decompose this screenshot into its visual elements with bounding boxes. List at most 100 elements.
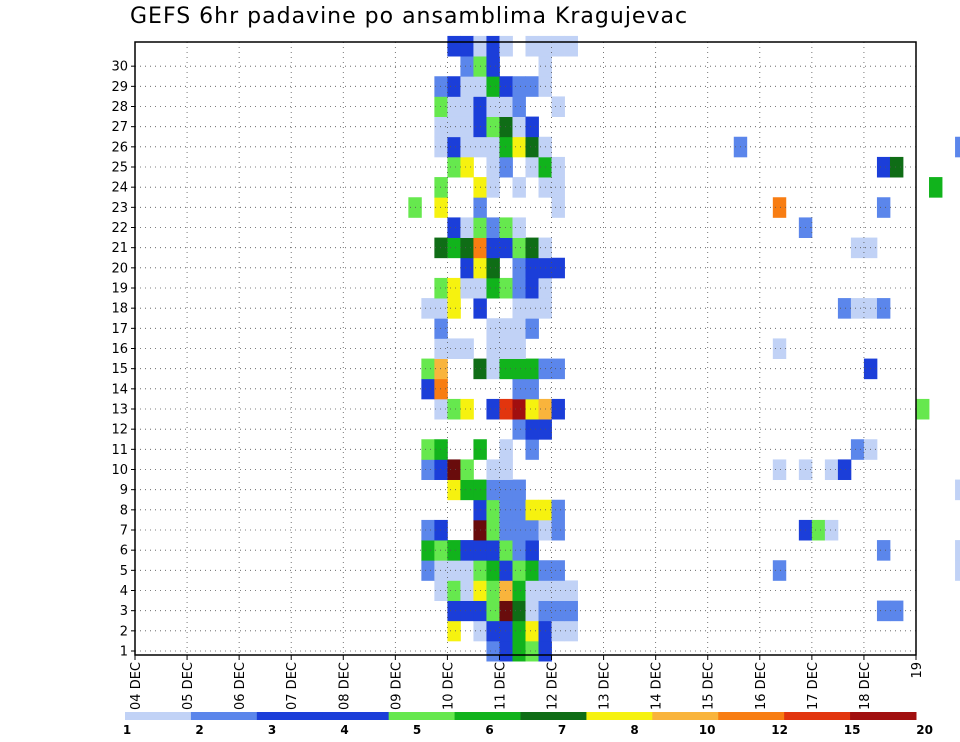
heatmap-cell <box>486 398 500 420</box>
heatmap-cell <box>512 479 526 501</box>
heatmap-cell <box>460 580 474 601</box>
legend-label: 15 <box>844 723 861 737</box>
x-tick-label: 17 DEC <box>806 662 821 710</box>
heatmap-cell <box>460 459 474 480</box>
heatmap-cell <box>460 56 474 77</box>
legend-label: 8 <box>630 723 638 737</box>
heatmap-cell <box>486 620 500 642</box>
heatmap-cell <box>499 560 513 581</box>
heatmap-cell <box>499 459 513 480</box>
heatmap-cell <box>421 540 435 561</box>
y-tick-label: 15 <box>111 362 128 377</box>
heatmap-cell <box>889 156 904 178</box>
heatmap-cell <box>512 177 526 198</box>
heatmap-cell <box>486 35 500 57</box>
heatmap-cell <box>499 620 513 642</box>
heatmap-cell <box>460 217 474 238</box>
heatmap-cell <box>486 257 500 279</box>
legend-swatch <box>850 712 917 720</box>
x-tick-label: 15 DEC <box>702 662 717 710</box>
heatmap-cell <box>512 640 526 662</box>
heatmap-cell <box>564 35 578 57</box>
x-tick-label: 14 DEC <box>650 662 665 710</box>
heatmap-cell <box>486 580 500 601</box>
heatmap-cell <box>512 560 526 581</box>
heatmap-cell <box>421 519 435 541</box>
heatmap-cell <box>447 600 461 622</box>
y-tick-label: 3 <box>120 604 128 619</box>
grid-lines <box>135 42 916 655</box>
y-tick-label: 7 <box>120 524 128 539</box>
heatmap-cell <box>837 298 852 319</box>
heatmap-cell <box>486 277 500 299</box>
heatmap-cell <box>525 378 539 400</box>
heatmap-cell <box>889 600 904 622</box>
heatmap-cell <box>772 459 787 480</box>
heatmap-cell <box>421 439 435 460</box>
heatmap-cell <box>499 35 513 57</box>
y-tick-label: 6 <box>120 544 128 559</box>
heatmap-cell <box>447 237 461 259</box>
heatmap-cell <box>460 398 474 420</box>
heatmap-cell <box>916 398 930 420</box>
heatmap-cell <box>525 298 539 319</box>
y-tick-label: 29 <box>111 80 128 95</box>
heatmap-cell <box>499 439 513 460</box>
heatmap-cell <box>460 540 474 561</box>
legend-label: 3 <box>268 723 276 737</box>
heatmap-cell <box>512 580 526 601</box>
heatmap-cell <box>499 580 513 601</box>
heatmap-cell <box>434 177 448 198</box>
heatmap-cell <box>551 519 565 541</box>
heatmap-cell <box>525 136 539 158</box>
heatmap-cell <box>434 358 448 380</box>
legend-label: 4 <box>340 723 348 737</box>
y-tick-label: 25 <box>111 161 128 176</box>
heatmap-cell <box>512 600 526 622</box>
heatmap-cell <box>876 540 891 561</box>
y-tick-label: 27 <box>111 120 128 135</box>
heatmap-cell <box>486 519 500 541</box>
heatmap-cell <box>525 116 539 138</box>
legend-label: 20 <box>916 723 933 737</box>
legend-swatch <box>520 712 587 720</box>
heatmap-cell <box>512 96 526 117</box>
heatmap-cell <box>460 156 474 178</box>
heatmap-cell <box>460 96 474 117</box>
x-tick-label: 04 DEC <box>129 662 144 710</box>
heatmap-cell <box>525 237 539 259</box>
heatmap-cell <box>525 540 539 561</box>
heatmap-cell <box>447 398 461 420</box>
heatmap-cell <box>525 257 539 279</box>
heatmap-cell <box>525 35 539 57</box>
legend-swatch <box>586 712 653 720</box>
heatmap-cell <box>512 257 526 279</box>
heatmap-cell <box>447 560 461 581</box>
heatmap-cell <box>525 358 539 380</box>
heatmap-cell <box>434 277 448 299</box>
legend-label: 2 <box>195 723 203 737</box>
heatmap-cell <box>486 96 500 117</box>
heatmap-cell <box>486 358 500 380</box>
heatmap-cell <box>460 479 474 501</box>
heatmap-cell <box>564 580 578 601</box>
y-tick-label: 20 <box>111 261 128 276</box>
heatmap-cell <box>499 96 513 117</box>
heatmap-cell <box>525 560 539 581</box>
heatmap-cell <box>434 237 448 259</box>
y-tick-label: 28 <box>111 100 128 115</box>
heatmap-cell <box>499 338 513 359</box>
heatmap-cell <box>447 298 461 319</box>
heatmap-cell <box>460 35 474 57</box>
y-tick-label: 13 <box>111 403 128 418</box>
heatmap-cell <box>447 156 461 178</box>
heatmap-cell <box>499 398 513 420</box>
heatmap-cell <box>447 136 461 158</box>
heatmap-cell <box>486 540 500 561</box>
x-tick-label: 19 <box>910 662 925 679</box>
heatmap-cell <box>434 76 448 97</box>
y-tick-label: 23 <box>111 201 128 216</box>
y-tick-label: 26 <box>111 140 128 155</box>
heatmap-cell <box>434 378 448 400</box>
